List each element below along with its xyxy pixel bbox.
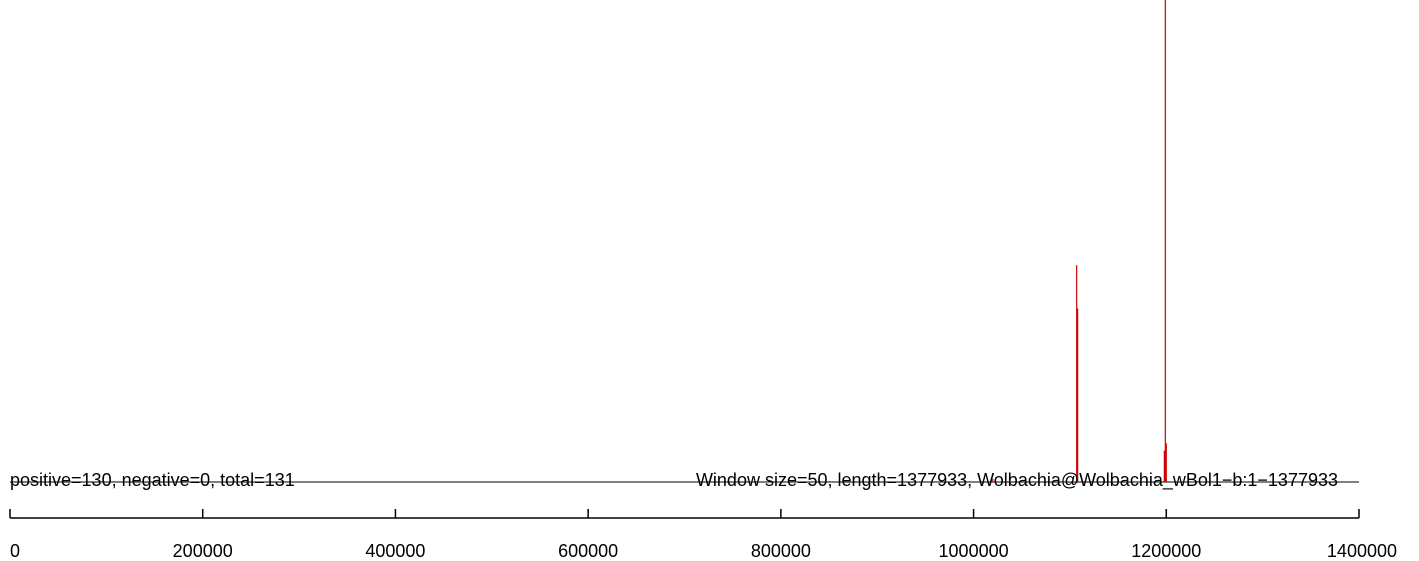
x-axis: 0 200000 400000 600000 800000 1000000 1200000 1… [9,509,1397,561]
x-tick-label: 1200000 [1131,541,1201,561]
x-axis-ticks: 0 200000 400000 600000 800000 1000000 1200000 1… [9,509,1397,561]
x-tick-label: 0 [10,541,20,561]
x-tick-label: 600000 [558,541,618,561]
x-tick-label: 1400000 [1327,541,1397,561]
x-tick-label: 400000 [365,541,425,561]
x-tick-label: 800000 [751,541,811,561]
x-tick-label: 1000000 [939,541,1009,561]
x-tick-label: 200000 [173,541,233,561]
counts-annotation: positive=130, negative=0, total=131 [10,470,295,490]
window-info-annotation: Window size=50, length=1377933, Wolbachi… [696,470,1338,491]
coverage-bars [992,0,1167,482]
